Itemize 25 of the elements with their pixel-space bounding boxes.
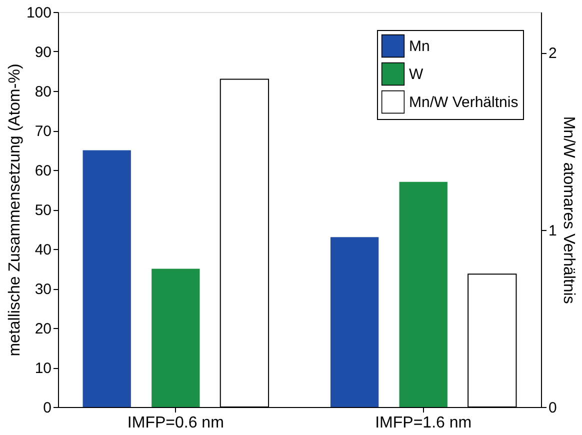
legend-label: W: [409, 66, 424, 83]
x-tick-label: IMFP=0.6 nm: [127, 414, 224, 432]
y-tick-label: 50: [34, 202, 52, 219]
bar: [330, 237, 379, 407]
y-tick-label: 20: [34, 320, 52, 338]
y-tick-label: 10: [34, 360, 52, 377]
bar: [82, 150, 131, 407]
y-tick-label: 90: [34, 44, 52, 61]
y-axis-title: metallische Zusammensetzung (Atom-%): [6, 64, 24, 356]
bar: [399, 182, 448, 407]
bar: [152, 268, 200, 407]
y-tick-label: 0: [43, 400, 52, 416]
x-tick-label: IMFP=1.6 nm: [375, 414, 472, 432]
y2-tick-label: 1: [548, 222, 557, 240]
y-tick-label: 100: [26, 4, 52, 22]
y2-axis-title: Mn/W atomares Verhältnis: [560, 116, 577, 304]
y-tick-label: 40: [34, 242, 52, 258]
y-tick-label: 30: [34, 281, 52, 298]
legend-label: Mn/W Verhältnis: [409, 94, 518, 111]
legend-label: Mn: [409, 38, 430, 55]
y-tick-label: 60: [34, 162, 52, 180]
y2-tick-label: 2: [548, 45, 557, 62]
y2-tick-label: 0: [548, 400, 557, 416]
y-tick-label: 70: [34, 123, 52, 140]
y-tick-label: 80: [34, 84, 52, 100]
